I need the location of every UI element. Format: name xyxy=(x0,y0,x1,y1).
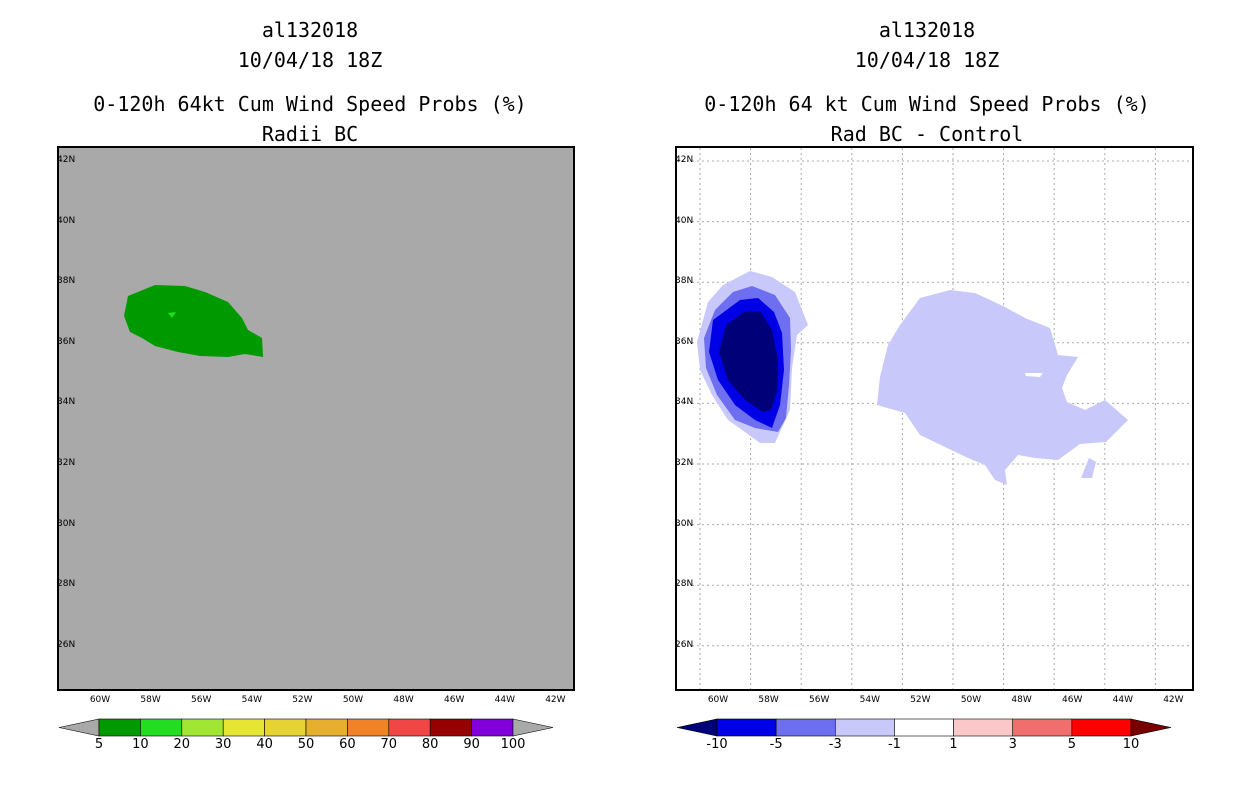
left-y-tick-label: 40N xyxy=(57,215,76,226)
left-title-datetime: 10/04/18 18Z xyxy=(237,48,383,72)
right-title-storm-id: al132018 xyxy=(878,18,976,42)
left-colorbar-label: 20 xyxy=(173,737,191,752)
left-y-tick-label: 30N xyxy=(57,518,76,529)
diff-minus3-minus1-speck xyxy=(1081,458,1096,478)
left-x-tick-label: 44W xyxy=(494,695,515,705)
right-colorbar-swatch xyxy=(1012,718,1073,737)
left-colorbar-swatch xyxy=(98,718,141,737)
right-colorbar-label: -5 xyxy=(769,737,783,752)
right-x-tick-label: 50W xyxy=(960,695,982,705)
left-y-tick-label: 32N xyxy=(57,458,76,468)
right-colorbar-label: 1 xyxy=(949,737,958,752)
left-title-storm-id: al132018 xyxy=(261,18,359,42)
left-title-product: 0-120h 64kt Cum Wind Speed Probs (%) xyxy=(93,92,527,116)
right-colorbar-label: 5 xyxy=(1067,737,1076,752)
left-y-tick-label: 26N xyxy=(57,639,76,650)
right-title-product: 0-120h 64 kt Cum Wind Speed Probs (%) xyxy=(704,92,1150,116)
left-colorbar-label: 10 xyxy=(132,737,149,752)
left-y-tick-label: 28N xyxy=(57,579,76,590)
diff-minus3-minus1-east xyxy=(877,290,1128,485)
left-y-tick-label: 42N xyxy=(57,155,76,165)
right-x-tick-label: 60W xyxy=(707,695,729,705)
right-title-subtitle: Rad BC - Control xyxy=(830,122,1024,146)
left-colorbar-swatch xyxy=(471,718,514,737)
right-colorbar-left-arrow xyxy=(676,718,718,737)
left-title-subtitle: Radii BC xyxy=(261,122,359,146)
right-y-tick-label: 32N xyxy=(675,458,694,468)
left-x-tick-label: 58W xyxy=(140,695,161,705)
right-title: al132018 10/04/18 18Z 0-120h 64 kt Cum W… xyxy=(647,15,1207,149)
right-colorbar-label: 3 xyxy=(1008,737,1017,752)
left-colorbar-label: 30 xyxy=(214,737,232,752)
right-colorbar-right-arrow xyxy=(1130,718,1172,737)
right-y-tick-label: 38N xyxy=(675,276,694,287)
right-colorbar-swatch xyxy=(953,718,1014,737)
left-x-tick-label: 60W xyxy=(89,695,111,705)
right-x-tick-label: 42W xyxy=(1163,695,1184,705)
left-y-tick-label: 36N xyxy=(57,336,76,347)
right-y-tick-label: 28N xyxy=(675,579,694,590)
right-y-tick-label: 30N xyxy=(675,518,694,529)
left-x-tick-label: 50W xyxy=(342,695,364,705)
right-colorbar-label: -3 xyxy=(828,737,842,752)
probability-5-10-speck xyxy=(168,312,176,318)
right-colorbar-label: -10 xyxy=(706,737,728,752)
probability-5-10-region xyxy=(124,285,263,357)
right-y-tick-label: 34N xyxy=(675,397,694,408)
left-x-tick-label: 48W xyxy=(393,695,414,705)
right-colorbar-label: -1 xyxy=(887,737,901,752)
left-colorbar xyxy=(58,718,554,737)
diff-below-minus10 xyxy=(719,311,778,412)
right-colorbar-swatch xyxy=(775,718,836,737)
left-colorbar-left-arrow xyxy=(58,718,100,737)
right-x-tick-label: 44W xyxy=(1112,695,1133,705)
right-x-tick-label: 52W xyxy=(910,695,931,705)
right-x-tick-label: 46W xyxy=(1062,695,1083,705)
left-y-tick-label: 34N xyxy=(57,397,76,408)
left-x-tick-label: 56W xyxy=(191,695,212,705)
right-colorbar-swatch xyxy=(894,718,954,737)
left-colorbar-label: 50 xyxy=(297,737,315,752)
right-title-datetime: 10/04/18 18Z xyxy=(854,48,1000,72)
left-colorbar-label: 5 xyxy=(94,737,104,752)
left-x-tick-label: 54W xyxy=(241,695,262,705)
left-colorbar-right-arrow xyxy=(512,718,554,737)
left-colorbar-swatch xyxy=(429,718,472,737)
left-colorbar-swatch xyxy=(347,718,390,737)
right-y-tick-label: 26N xyxy=(675,639,694,650)
right-colorbar-swatch xyxy=(834,718,895,737)
right-x-tick-label: 48W xyxy=(1011,695,1032,705)
right-x-tick-label: 58W xyxy=(758,695,779,705)
left-colorbar-swatch xyxy=(181,718,224,737)
left-y-tick-label: 38N xyxy=(57,276,76,287)
left-map-frame xyxy=(57,146,575,691)
right-colorbar xyxy=(676,718,1172,737)
left-title: al132018 10/04/18 18Z 0-120h 64kt Cum Wi… xyxy=(30,15,590,149)
left-colorbar-swatch xyxy=(222,718,265,737)
right-colorbar-swatch xyxy=(1071,718,1132,737)
left-colorbar-swatch xyxy=(388,718,431,737)
left-colorbar-swatch xyxy=(305,718,348,737)
left-x-tick-label: 46W xyxy=(444,695,465,705)
right-colorbar-swatch xyxy=(716,718,777,737)
right-y-tick-label: 36N xyxy=(675,336,694,347)
left-x-tick-label: 42W xyxy=(545,695,566,705)
right-y-tick-label: 40N xyxy=(675,215,694,226)
left-colorbar-label: 70 xyxy=(380,737,398,752)
left-colorbar-swatch xyxy=(264,718,307,737)
right-x-tick-label: 54W xyxy=(859,695,880,705)
left-colorbar-label: 100 xyxy=(500,737,526,752)
left-colorbar-swatch xyxy=(140,718,183,737)
left-colorbar-label: 80 xyxy=(421,737,439,752)
left-colorbar-label: 40 xyxy=(256,737,273,752)
right-colorbar-label: 10 xyxy=(1122,737,1140,752)
left-x-tick-label: 52W xyxy=(292,695,313,705)
right-x-tick-label: 56W xyxy=(809,695,830,705)
left-colorbar-label: 90 xyxy=(463,737,480,752)
right-y-tick-label: 42N xyxy=(675,155,694,165)
diff-neutral-hole xyxy=(1025,373,1043,377)
left-colorbar-label: 60 xyxy=(339,737,356,752)
